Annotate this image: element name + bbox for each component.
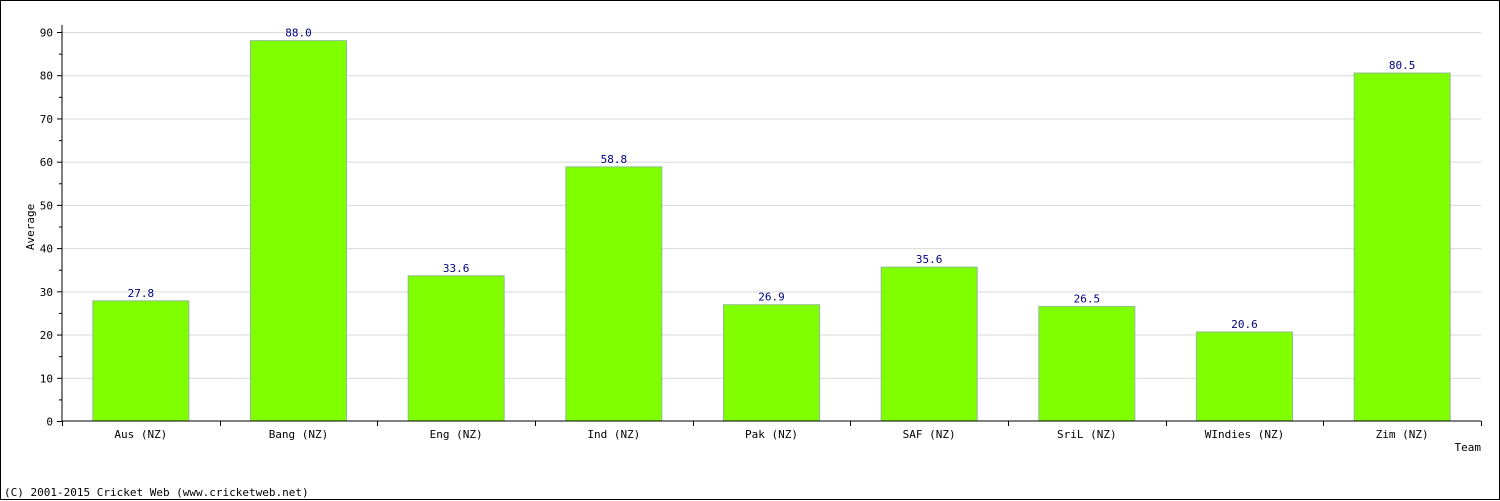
y-tick-label: 60 xyxy=(40,156,53,169)
x-category-label: WIndies (NZ) xyxy=(1205,428,1284,441)
x-category-label: SriL (NZ) xyxy=(1057,428,1117,441)
bar-value-label: 35.6 xyxy=(916,253,943,266)
bar xyxy=(92,300,190,422)
y-tick-label: 20 xyxy=(40,329,53,342)
bar-value-label: 27.8 xyxy=(128,287,155,300)
labels: 0 10 20 30 40 50 60 70 80 90 27.8 Aus (NZ) 88.0 Bang … xyxy=(40,27,1429,442)
y-tick-label: 30 xyxy=(40,286,53,299)
bar-value-label: 58.8 xyxy=(601,153,628,166)
bars xyxy=(92,40,1451,422)
bar-value-label: 33.6 xyxy=(443,262,470,275)
bar xyxy=(723,304,820,422)
bar xyxy=(1196,331,1293,422)
bar xyxy=(880,266,978,422)
bar xyxy=(407,275,505,422)
y-tick-label: 10 xyxy=(40,372,53,385)
x-category-label: Zim (NZ) xyxy=(1376,428,1429,441)
bar-value-label: 20.6 xyxy=(1231,318,1258,331)
y-tick-label: 50 xyxy=(40,199,53,212)
y-tick-label: 80 xyxy=(40,70,53,83)
x-category-label: Aus (NZ) xyxy=(114,428,167,441)
bar xyxy=(565,166,663,422)
ticks xyxy=(57,32,1482,426)
y-tick-label: 70 xyxy=(40,113,53,126)
bar-value-label: 26.5 xyxy=(1074,292,1101,305)
bar-value-label: 80.5 xyxy=(1389,59,1416,72)
x-category-label: Ind (NZ) xyxy=(587,428,640,441)
axes xyxy=(61,25,1481,422)
x-axis-title: Team xyxy=(1455,441,1482,454)
copyright-text: (C) 2001-2015 Cricket Web (www.cricketwe… xyxy=(4,486,309,499)
bar xyxy=(1038,305,1136,422)
bar-value-label: 88.0 xyxy=(285,27,312,40)
x-category-label: Eng (NZ) xyxy=(430,428,483,441)
x-category-label: SAF (NZ) xyxy=(903,428,956,441)
y-tick-label: 0 xyxy=(46,416,53,429)
bar-value-label: 26.9 xyxy=(758,291,785,304)
x-category-label: Pak (NZ) xyxy=(745,428,798,441)
y-tick-label: 90 xyxy=(40,27,53,40)
bar xyxy=(1353,72,1451,422)
y-axis-title: Average xyxy=(24,204,37,250)
y-tick-label: 40 xyxy=(40,243,53,256)
bar xyxy=(250,40,347,422)
x-category-label: Bang (NZ) xyxy=(269,428,329,441)
